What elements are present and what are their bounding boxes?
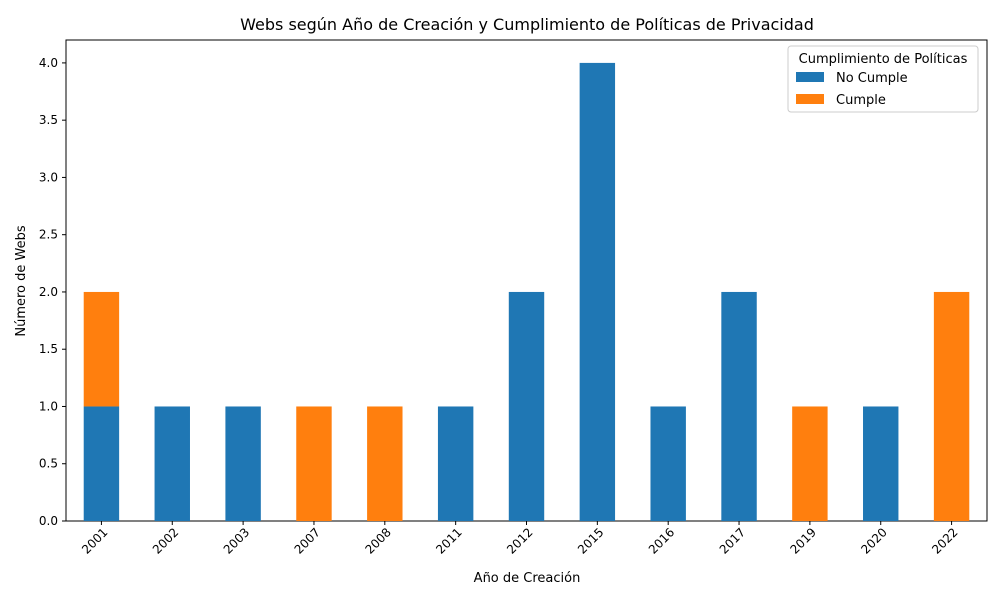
- bar-2008-series-1: [367, 406, 403, 521]
- y-tick-label: 3.5: [39, 113, 58, 127]
- bar-2012-series-0: [508, 291, 545, 521]
- x-tick-label: 2015: [575, 525, 606, 556]
- y-tick-label: 3.0: [39, 170, 58, 184]
- x-tick-label: 2007: [292, 525, 323, 556]
- bar-2019-series-1: [792, 406, 828, 521]
- x-tick-label: 2017: [717, 525, 748, 556]
- y-tick-label: 1.0: [39, 399, 58, 413]
- x-axis: 2001 2002 2003 2007 2008 2011 2012 2015 2016 2017…: [79, 521, 961, 557]
- y-tick-label: 0.0: [39, 514, 58, 528]
- bar-2007-series-1: [296, 406, 332, 521]
- y-axis: 0.0 0.5 1.0 1.5 2.0 2.5 3.0 3.5 4.0: [39, 56, 66, 528]
- bars-group: [83, 62, 970, 522]
- x-tick-label: 2002: [150, 525, 181, 556]
- legend-box: [787, 45, 979, 113]
- y-tick-label: 2.5: [39, 228, 58, 242]
- x-tick-label: 2020: [858, 525, 889, 556]
- legend-items: No Cumple Cumple: [796, 71, 908, 108]
- plot-area: 0.0 0.5 1.0 1.5 2.0 2.5 3.0 3.5 4.0 2001 2002 2003…: [39, 39, 988, 557]
- y-tick-label: 4.0: [39, 56, 58, 70]
- y-axis-label: Número de Webs: [14, 225, 29, 336]
- y-tick-label: 0.5: [39, 457, 58, 471]
- bar-2001-series-0: [83, 406, 120, 521]
- x-tick-label: 2019: [788, 525, 819, 556]
- bar-2017-series-0: [721, 291, 757, 521]
- bar-2015-series-0: [579, 62, 616, 522]
- bar-2011-series-0: [437, 406, 474, 521]
- legend-swatch-1: [796, 94, 824, 104]
- legend-label-1: Cumple: [836, 93, 886, 108]
- x-tick-label: 2011: [433, 525, 464, 556]
- x-tick-label: 2012: [504, 525, 535, 556]
- bar-2020-series-0: [863, 406, 899, 521]
- x-tick-label: 2016: [646, 525, 677, 556]
- bar-2003-series-0: [225, 406, 261, 521]
- legend-swatch-0: [796, 72, 824, 82]
- x-tick-label: 2008: [362, 525, 393, 556]
- y-tick-label: 1.5: [39, 342, 58, 356]
- x-tick-label: 2001: [79, 525, 110, 556]
- bar-2002-series-0: [154, 406, 190, 521]
- y-tick-label: 2.0: [39, 285, 58, 299]
- x-axis-label: Año de Creación: [474, 571, 581, 586]
- bar-2016-series-0: [650, 406, 686, 521]
- bar-2022-series-1: [933, 291, 970, 521]
- legend: Cumplimiento de Políticas No Cumple Cumpl…: [787, 45, 979, 113]
- chart-title: Webs según Año de Creación y Cumplimient…: [240, 15, 814, 34]
- legend-label-0: No Cumple: [836, 71, 908, 86]
- legend-title: Cumplimiento de Políticas: [799, 52, 968, 67]
- x-tick-label: 2022: [929, 525, 960, 556]
- x-tick-label: 2003: [221, 525, 252, 556]
- bar-2001-series-1: [83, 291, 120, 407]
